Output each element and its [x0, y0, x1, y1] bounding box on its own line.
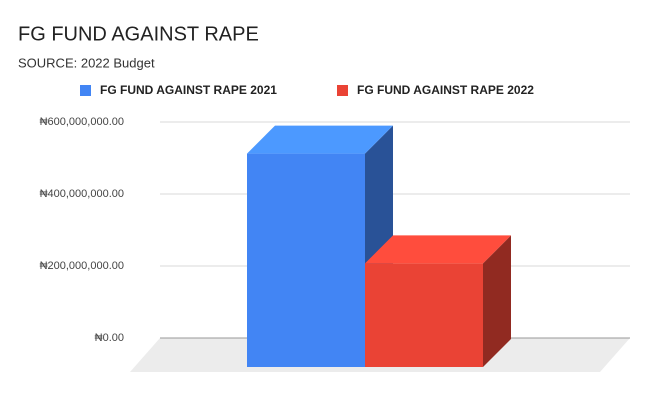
y-tick-label: ₦400,000,000.00 — [40, 188, 124, 200]
legend-label: FG FUND AGAINST RAPE 2022 — [357, 83, 534, 97]
legend-label: FG FUND AGAINST RAPE 2021 — [100, 83, 277, 97]
y-tick-label: ₦200,000,000.00 — [40, 260, 124, 272]
bar-top — [247, 125, 393, 154]
bar-top — [365, 235, 511, 264]
chart-title: FG FUND AGAINST RAPE — [18, 23, 259, 45]
bar-front — [365, 263, 483, 367]
bar-front — [247, 153, 365, 367]
chart-subtitle: SOURCE: 2022 Budget — [18, 55, 155, 70]
y-tick-label: ₦0.00 — [95, 332, 124, 344]
legend-swatch — [337, 85, 348, 96]
bar-side — [483, 235, 511, 367]
legend-swatch — [80, 85, 91, 96]
y-tick-label: ₦600,000,000.00 — [40, 116, 124, 128]
